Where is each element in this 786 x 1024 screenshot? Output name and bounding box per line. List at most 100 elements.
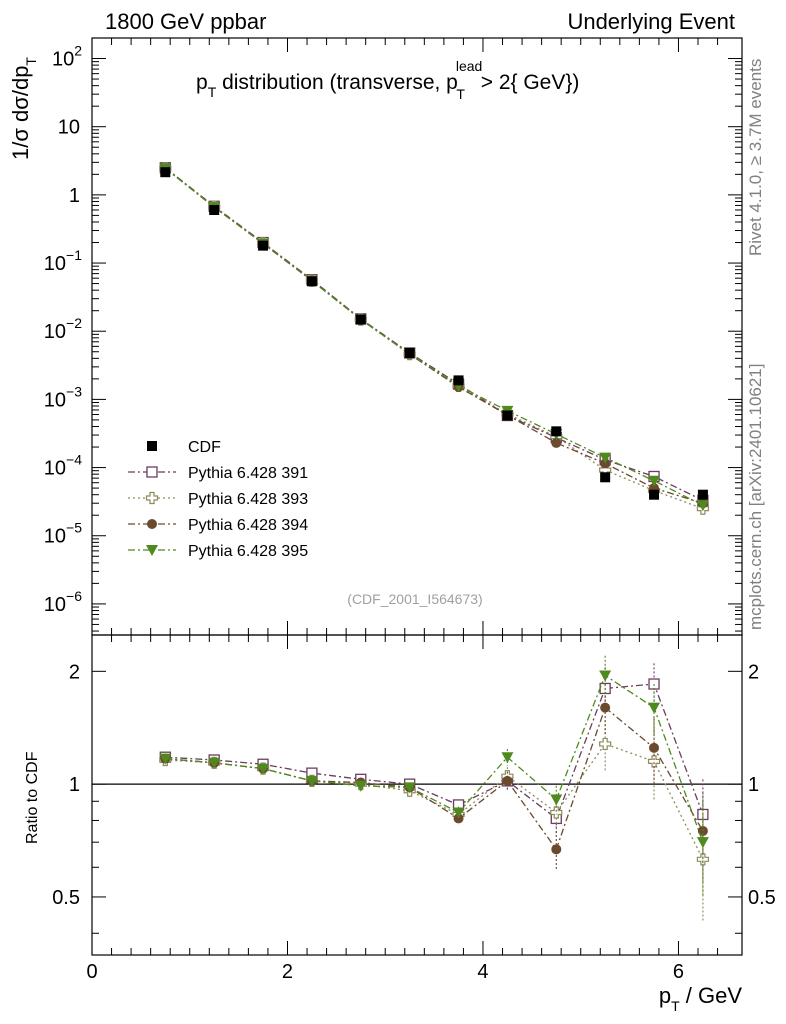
- ratio-series-0: [159, 663, 709, 860]
- header-left: 1800 GeV ppbar: [105, 9, 266, 34]
- mcplots-label: mcplots.cern.ch [arXiv:2401.10621]: [746, 363, 765, 630]
- data-point: [599, 452, 612, 464]
- ratio-y-tick-label-right: 2: [748, 661, 759, 683]
- series-line: [164, 167, 704, 501]
- ratio-ticks: 0.5 0.5 1 1 2 2 0 2 4 6: [52, 635, 776, 983]
- ratio-series-line: [165, 674, 704, 843]
- ratio-data-point: [647, 755, 661, 768]
- ratio-plot-frame: [91, 634, 743, 956]
- ratio-data-point: [501, 752, 514, 764]
- ratio-data-point: [354, 780, 367, 792]
- series-0: [160, 167, 708, 500]
- ratio-series-line: [165, 683, 704, 820]
- ratio-data-point: [257, 763, 270, 775]
- ratio-data-point: [452, 807, 465, 819]
- ratio-data-point: [599, 670, 612, 682]
- data-point: [160, 167, 171, 178]
- data-point: [209, 204, 220, 215]
- ratio-data-point: [159, 753, 172, 765]
- ratio-data-point: [649, 742, 660, 753]
- ratio-data-point: [208, 757, 221, 769]
- ratio-data-point: [600, 702, 611, 713]
- main-y-tick-label: 10−4: [44, 452, 82, 480]
- ratio-y-tick-label: 0.5: [52, 887, 80, 909]
- main-y-tick-label: 10−5: [44, 520, 82, 548]
- data-point: [648, 475, 661, 487]
- ratio-data-point: [696, 837, 709, 849]
- ratio-data-point: [551, 844, 562, 855]
- series-3: [160, 163, 708, 509]
- main-y-tick-label: 10−3: [44, 383, 82, 411]
- data-point: [696, 500, 709, 512]
- x-tick-label: 6: [673, 961, 684, 983]
- data-point: [697, 489, 708, 500]
- data-point: [649, 489, 660, 500]
- x-axis-label: pT / GeV: [659, 983, 742, 1014]
- analysis-watermark: (CDF_2001_I564673): [347, 591, 482, 607]
- main-y-tick-label: 1: [69, 185, 80, 207]
- ratio-series: [159, 655, 710, 922]
- main-y-tick-label: 10−1: [44, 247, 82, 275]
- legend-entry: Pythia 6.428 393: [128, 491, 308, 508]
- rivet-version-label: Rivet 4.1.0, ≥ 3.7M events: [746, 58, 765, 256]
- main-series: [159, 162, 710, 515]
- series-2: [159, 162, 710, 515]
- main-y-tick-label: 10−2: [44, 315, 82, 343]
- data-point: [551, 426, 562, 437]
- series-line: [164, 167, 704, 504]
- data-point: [306, 276, 317, 287]
- ratio-series-line: [165, 743, 704, 860]
- legend-entry: CDF: [147, 439, 221, 456]
- x-tick-label: 2: [282, 961, 293, 983]
- legend-entry: Pythia 6.428 394: [128, 517, 308, 534]
- legend-marker: [146, 545, 158, 556]
- legend-entry: Pythia 6.428 395: [128, 543, 308, 560]
- ratio-data-point: [403, 782, 416, 794]
- ratio-y-tick-label: 2: [69, 661, 80, 683]
- ratio-data-point: [502, 775, 513, 786]
- main-y-axis-label: 1/σ dσ/dpT: [8, 57, 39, 160]
- ratio-series-3: [159, 655, 709, 897]
- legend-label: Pythia 6.428 395: [188, 543, 308, 560]
- x-tick-label: 4: [477, 961, 488, 983]
- data-point: [355, 314, 366, 325]
- main-y-tick-label: 102: [52, 43, 82, 71]
- legend-marker: [147, 519, 157, 529]
- series-1: [159, 162, 709, 507]
- legend-label: CDF: [188, 439, 221, 456]
- main-plot-title: pT distribution (transverse, plead T > 2{…: [196, 58, 579, 102]
- legend-entry: Pythia 6.428 391: [128, 465, 308, 482]
- ratio-series-1: [159, 720, 710, 922]
- legend: CDF Pythia 6.428 391 Pythia 6.428 393 Pythi…: [128, 439, 308, 560]
- series-4: [159, 163, 709, 512]
- ratio-data-point: [550, 806, 563, 819]
- legend-label: Pythia 6.428 393: [188, 491, 308, 508]
- data-point: [502, 410, 513, 421]
- main-y-tick-label: 10−6: [44, 588, 82, 616]
- legend-label: Pythia 6.428 394: [188, 517, 308, 534]
- ratio-series-2: [160, 684, 708, 882]
- data-point: [600, 472, 611, 483]
- ratio-data-point: [599, 737, 612, 751]
- ratio-data-point: [550, 794, 563, 806]
- ratio-y-tick-label-right: 0.5: [748, 887, 776, 909]
- ratio-data-point: [648, 702, 661, 714]
- main-y-ticks: 102 10 1 10−1 10−2 10−3 10−4 10−5 10−6: [44, 37, 742, 635]
- ratio-y-tick-label: 1: [69, 774, 80, 796]
- main-y-tick-label: 10: [58, 117, 80, 139]
- ratio-series-line: [165, 706, 704, 851]
- series-line: [164, 167, 704, 506]
- legend-marker: [147, 441, 157, 451]
- ratio-y-axis-label: Ratio to CDF: [24, 751, 41, 844]
- data-point: [258, 240, 269, 251]
- legend-marker: [146, 466, 158, 478]
- series-line: [164, 167, 704, 510]
- header-right: Underlying Event: [567, 9, 735, 34]
- x-tick-label: 0: [86, 961, 97, 983]
- data-point: [551, 437, 562, 448]
- data-point: [404, 347, 415, 358]
- legend-label: Pythia 6.428 391: [188, 465, 308, 482]
- legend-marker: [145, 491, 159, 505]
- data-point: [453, 375, 464, 386]
